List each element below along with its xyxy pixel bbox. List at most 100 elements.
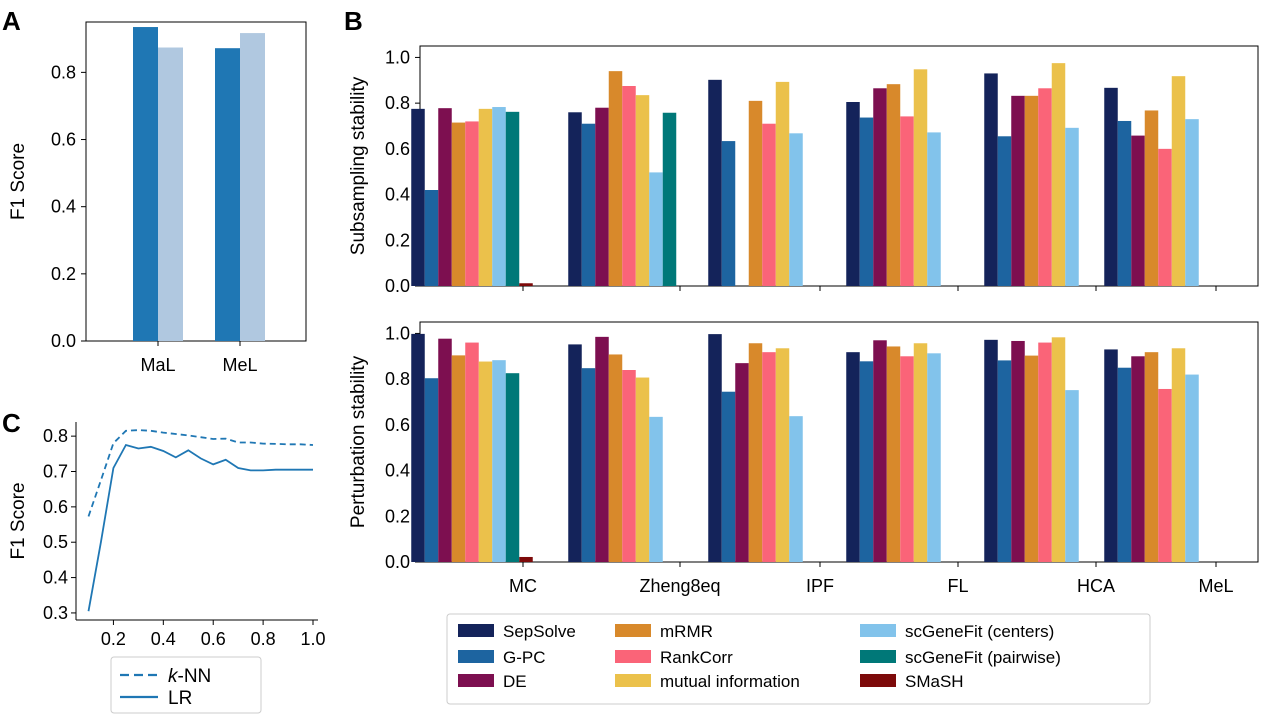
panel-b-bar	[846, 102, 860, 286]
panel-b-bar	[505, 111, 520, 286]
panel-b-bar	[997, 136, 1012, 286]
legend-label: DE	[503, 672, 527, 691]
panel-b-bar	[873, 340, 887, 562]
panel-b-bar	[451, 355, 466, 562]
panel-b-bar	[649, 172, 663, 286]
panel-b-bar	[1117, 120, 1132, 286]
panel-b-bar	[1131, 356, 1145, 562]
panel-b-ylabel: Perturbation stability	[348, 355, 369, 528]
panel-b-bar	[1011, 95, 1025, 286]
panel-b-bar	[1185, 374, 1199, 562]
panel-b-bar	[519, 556, 533, 562]
panel-label-a: A	[2, 6, 21, 36]
panel-b-bar	[1171, 76, 1186, 287]
legend-swatch	[458, 624, 494, 637]
panel-b-ylabel: Subsampling stability	[348, 76, 369, 255]
legend-label: scGeneFit (centers)	[905, 622, 1054, 641]
panel-c-lr-line	[87, 443, 313, 612]
legend-swatch	[615, 674, 651, 687]
panel-label-c: C	[2, 408, 21, 438]
panel-b-ytick-label: 0.6	[385, 139, 410, 159]
panel-b-bar	[1131, 135, 1145, 286]
panel-b-bar	[1144, 352, 1159, 562]
panel-c-ytick-label: 0.5	[43, 532, 68, 552]
panel-a-bar	[215, 48, 240, 341]
panel-b-category-labels: MC Zheng8eq IPF FL HCA MeL	[509, 576, 1234, 596]
panel-b-bar	[1024, 355, 1039, 562]
panel-b-bar	[1038, 342, 1052, 562]
panel-b-bar	[438, 108, 452, 287]
panel-b-bar	[721, 391, 736, 562]
panel-b-category-label: FL	[947, 576, 968, 596]
panel-a-ylabel: F1 Score	[8, 143, 29, 220]
panel-b-bar	[886, 346, 901, 562]
panel-b-bar	[748, 100, 763, 286]
panel-b-bar	[1065, 390, 1079, 562]
panel-a-ytick-label: 0.8	[51, 62, 76, 82]
panel-b-ytick-label: 0.8	[385, 369, 410, 389]
legend-swatch	[860, 624, 896, 637]
panel-c-ylabel: F1 Score	[8, 482, 29, 559]
legend-c-knn-label: k-NN	[168, 666, 211, 687]
legend-label: RankCorr	[660, 648, 733, 667]
panel-b-bar	[1117, 367, 1132, 562]
panel-b-bar	[1171, 348, 1186, 562]
panel-b-bar	[424, 378, 439, 562]
panel-b-subsampling-chart: 0.0 0.2 0.4 0.6 0.8 1.0 Subsampling stability	[348, 45, 1259, 296]
panel-b-bar	[789, 133, 803, 286]
panel-b-bar	[1144, 110, 1159, 286]
panel-b-bar	[622, 370, 636, 562]
panel-b-bar	[1104, 87, 1118, 286]
panel-b-ytick-label: 0.6	[385, 415, 410, 435]
panel-b-category-label: IPF	[806, 576, 834, 596]
legend-swatch	[458, 650, 494, 663]
panel-b-bar	[581, 123, 596, 286]
panel-b-bar	[873, 88, 887, 287]
panel-b-bar	[1051, 63, 1066, 287]
panel-b-bar	[451, 122, 466, 286]
panel-c-ytick-label: 0.8	[43, 426, 68, 446]
panel-b-bar	[762, 352, 776, 562]
panel-b-bar	[478, 361, 493, 562]
legend-swatch	[615, 650, 651, 663]
legend-swatch	[860, 650, 896, 663]
panel-b-bar	[635, 95, 650, 287]
panel-b-bar	[886, 84, 901, 287]
panel-b-bar	[492, 360, 506, 562]
panel-b-bar	[1011, 340, 1025, 562]
panel-c-xtick-label: 0.2	[101, 629, 126, 649]
panel-b-ytick-label: 0.8	[385, 93, 410, 113]
panel-a-ytick-label: 0.4	[51, 197, 76, 217]
panel-b-bar	[1158, 148, 1172, 286]
panel-b-bar	[859, 117, 874, 287]
panel-b-bar	[662, 112, 677, 286]
panel-c-xtick-label: 0.6	[201, 629, 226, 649]
panel-b-bar	[775, 348, 790, 562]
panel-b-bar	[568, 344, 582, 562]
panel-b-ytick-label: 0.4	[385, 185, 410, 205]
panel-b-ytick-label: 0.0	[385, 276, 410, 296]
panel-b-bar	[984, 73, 998, 286]
panel-b-bar	[581, 368, 596, 562]
panel-b-category-label: Zheng8eq	[639, 576, 720, 596]
panel-b-bar	[913, 343, 928, 562]
panel-b-bar	[568, 112, 582, 287]
panel-b-bar	[411, 108, 425, 286]
panel-c-legend: k-NN LR	[110, 656, 262, 714]
panel-c-ytick-label: 0.6	[43, 497, 68, 517]
panel-a-frame	[85, 21, 307, 342]
panel-b-bar	[1104, 349, 1118, 562]
legend-c-lr-label: LR	[168, 688, 192, 709]
panel-c-ytick-label: 0.4	[43, 568, 68, 588]
panel-b-bar	[927, 353, 941, 562]
panel-b-bar	[900, 356, 914, 562]
panel-b-bar	[846, 352, 860, 562]
panel-b-bar	[635, 377, 650, 562]
panel-b-bar	[519, 283, 533, 286]
panel-b-bar	[735, 363, 749, 562]
panel-b-category-label: MC	[509, 576, 537, 596]
panel-b-ytick-label: 0.0	[385, 552, 410, 572]
panel-b-ytick-label: 1.0	[385, 47, 410, 67]
panel-b-bar	[465, 342, 479, 562]
panel-b-bar	[859, 361, 874, 562]
